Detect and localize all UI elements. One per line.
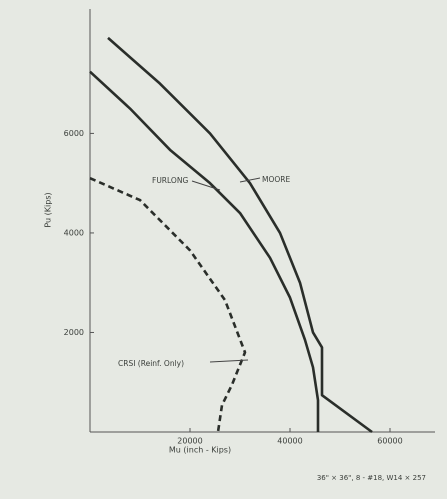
label-leader xyxy=(191,180,221,191)
y-axis-label: Pu (Kips) xyxy=(44,192,53,227)
y-tick-label: 4000 xyxy=(64,228,84,237)
series-line xyxy=(89,70,320,432)
series-label: CRSI (Reinf. Only) xyxy=(118,359,184,368)
series-label: FURLONG xyxy=(152,176,188,185)
x-tick-label: 60000 xyxy=(377,437,402,446)
label-leader xyxy=(239,177,261,183)
series-label: MOORE xyxy=(262,175,290,184)
note: 36" × 36", 8 - #18, W14 × 257 xyxy=(317,474,426,482)
x-tick-label: 40000 xyxy=(277,437,302,446)
y-tick-label: 2000 xyxy=(64,328,84,337)
x-axis-label: Mu (inch - Kips) xyxy=(169,446,231,455)
y-tick-label: 6000 xyxy=(64,129,84,138)
series-line xyxy=(89,177,247,433)
x-tick-label: 20000 xyxy=(177,437,202,446)
label-leader xyxy=(209,359,249,363)
series-line xyxy=(107,36,373,434)
